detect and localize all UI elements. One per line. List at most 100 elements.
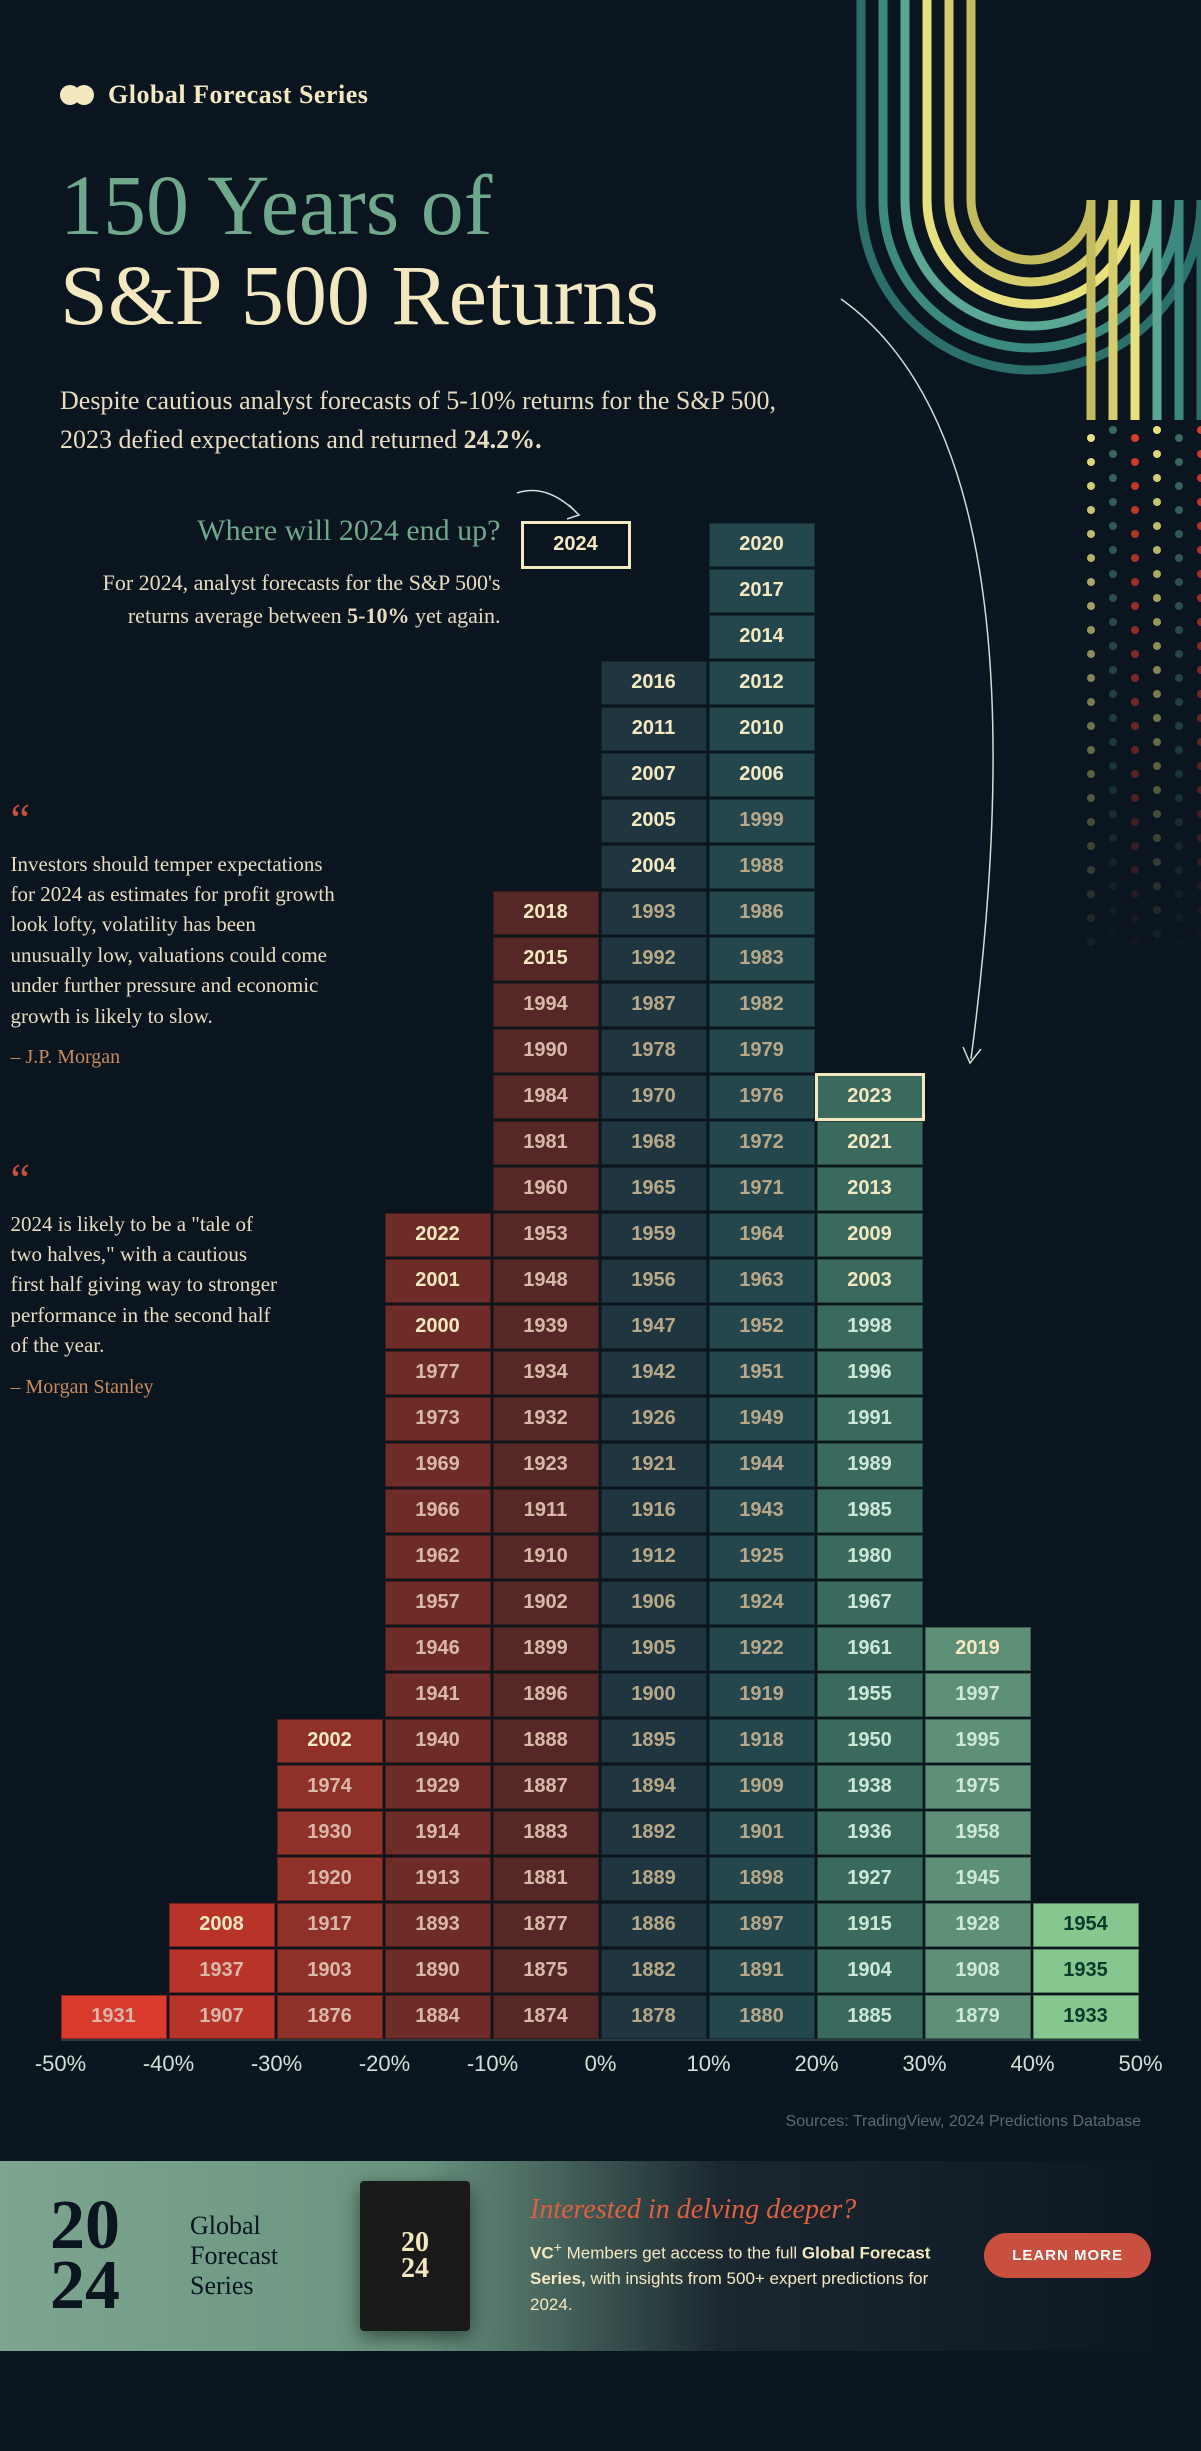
year-cell: 1941 <box>385 1673 491 1717</box>
year-cell: 1950 <box>817 1719 923 1763</box>
year-cell: 1887 <box>493 1765 599 1809</box>
year-cell: 1911 <box>493 1489 599 1533</box>
year-cell: 1883 <box>493 1811 599 1855</box>
axis-tick: 10% <box>686 2051 730 2077</box>
year-cell: 1965 <box>601 1167 707 1211</box>
year-cell: 1984 <box>493 1075 599 1119</box>
year-cell: 1976 <box>709 1075 815 1119</box>
year-cell: 1954 <box>1033 1903 1139 1947</box>
year-cell: 1878 <box>601 1995 707 2039</box>
year-cell: 1931 <box>61 1995 167 2039</box>
year-cell: 1991 <box>817 1397 923 1441</box>
year-cell: 1912 <box>601 1535 707 1579</box>
year-cell: 1981 <box>493 1121 599 1165</box>
year-cell: 1986 <box>709 891 815 935</box>
year-cell: 1874 <box>493 1995 599 2039</box>
axis-tick: 20% <box>794 2051 838 2077</box>
year-cell: 1918 <box>709 1719 815 1763</box>
year-cell: 1974 <box>277 1765 383 1809</box>
year-cell: 1982 <box>709 983 815 1027</box>
brand-header: Global Forecast Series <box>60 80 1141 110</box>
year-cell: 1961 <box>817 1627 923 1671</box>
year-cell: 1921 <box>601 1443 707 1487</box>
sources-line: Sources: TradingView, 2024 Predictions D… <box>0 2099 1201 2131</box>
year-cell: 1942 <box>601 1351 707 1395</box>
year-cell: 1964 <box>709 1213 815 1257</box>
year-cell: 1943 <box>709 1489 815 1533</box>
year-cell: 1985 <box>817 1489 923 1533</box>
year-cell-2024: 2024 <box>523 523 629 567</box>
year-cell: 1938 <box>817 1765 923 1809</box>
year-cell: 1980 <box>817 1535 923 1579</box>
histogram-stage: Where will 2024 end up? For 2024, analys… <box>61 519 1141 2099</box>
year-cell: 1957 <box>385 1581 491 1625</box>
year-cell: 1923 <box>493 1443 599 1487</box>
year-cell: 1949 <box>709 1397 815 1441</box>
year-cell: 1955 <box>817 1673 923 1717</box>
year-cell: 2014 <box>709 615 815 659</box>
year-cell: 1970 <box>601 1075 707 1119</box>
year-cell: 1932 <box>493 1397 599 1441</box>
year-cell: 1925 <box>709 1535 815 1579</box>
year-cell: 1895 <box>601 1719 707 1763</box>
year-cell: 1915 <box>817 1903 923 1947</box>
year-cell: 2015 <box>493 937 599 981</box>
axis-tick: 30% <box>902 2051 946 2077</box>
year-cell: 1979 <box>709 1029 815 1073</box>
learn-more-button[interactable]: LEARN MORE <box>984 2233 1151 2278</box>
axis-tick: -40% <box>143 2051 194 2077</box>
year-cell: 2020 <box>709 523 815 567</box>
year-cell: 1929 <box>385 1765 491 1809</box>
brand-text: Global Forecast Series <box>108 80 368 110</box>
year-cell: 2009 <box>817 1213 923 1257</box>
year-cell: 1996 <box>817 1351 923 1395</box>
year-cell: 1992 <box>601 937 707 981</box>
intro-paragraph: Despite cautious analyst forecasts of 5-… <box>60 381 820 459</box>
year-cell: 1960 <box>493 1167 599 1211</box>
year-cell: 1898 <box>709 1857 815 1901</box>
year-cell: 1889 <box>601 1857 707 1901</box>
year-cell: 1934 <box>493 1351 599 1395</box>
year-cell: 1916 <box>601 1489 707 1533</box>
year-cell: 2019 <box>925 1627 1031 1671</box>
year-cell: 2005 <box>601 799 707 843</box>
year-cell: 1930 <box>277 1811 383 1855</box>
year-cell: 2006 <box>709 753 815 797</box>
year-cell: 1891 <box>709 1949 815 1993</box>
year-cell: 1948 <box>493 1259 599 1303</box>
year-cell: 1906 <box>601 1581 707 1625</box>
year-cell: 1959 <box>601 1213 707 1257</box>
year-cell: 2017 <box>709 569 815 613</box>
year-cell: 1876 <box>277 1995 383 2039</box>
year-cell: 1917 <box>277 1903 383 1947</box>
year-cell: 1908 <box>925 1949 1031 1993</box>
year-cell: 1913 <box>385 1857 491 1901</box>
year-cell: 1945 <box>925 1857 1031 1901</box>
year-cell: 1892 <box>601 1811 707 1855</box>
year-cell: 1910 <box>493 1535 599 1579</box>
year-cell: 2016 <box>601 661 707 705</box>
year-cell: 1939 <box>493 1305 599 1349</box>
year-cell: 1903 <box>277 1949 383 1993</box>
year-cell: 1936 <box>817 1811 923 1855</box>
year-cell: 1968 <box>601 1121 707 1165</box>
year-cell: 1937 <box>169 1949 275 1993</box>
year-cell: 2023 <box>817 1075 923 1119</box>
year-cell: 1975 <box>925 1765 1031 1809</box>
year-cell: 1927 <box>817 1857 923 1901</box>
year-cell: 1966 <box>385 1489 491 1533</box>
year-cell: 1946 <box>385 1627 491 1671</box>
year-cell: 1879 <box>925 1995 1031 2039</box>
brand-icon <box>60 83 94 107</box>
year-cell: 2012 <box>709 661 815 705</box>
year-cell: 1993 <box>601 891 707 935</box>
year-cell: 1902 <box>493 1581 599 1625</box>
year-cell: 1940 <box>385 1719 491 1763</box>
footer-series-label: Global Forecast Series <box>190 2211 330 2301</box>
axis-tick: -20% <box>359 2051 410 2077</box>
year-cell: 1882 <box>601 1949 707 1993</box>
footer-year: 2024 <box>50 2196 160 2315</box>
year-cell: 1995 <box>925 1719 1031 1763</box>
year-cell: 1907 <box>169 1995 275 2039</box>
year-cell: 2013 <box>817 1167 923 1211</box>
